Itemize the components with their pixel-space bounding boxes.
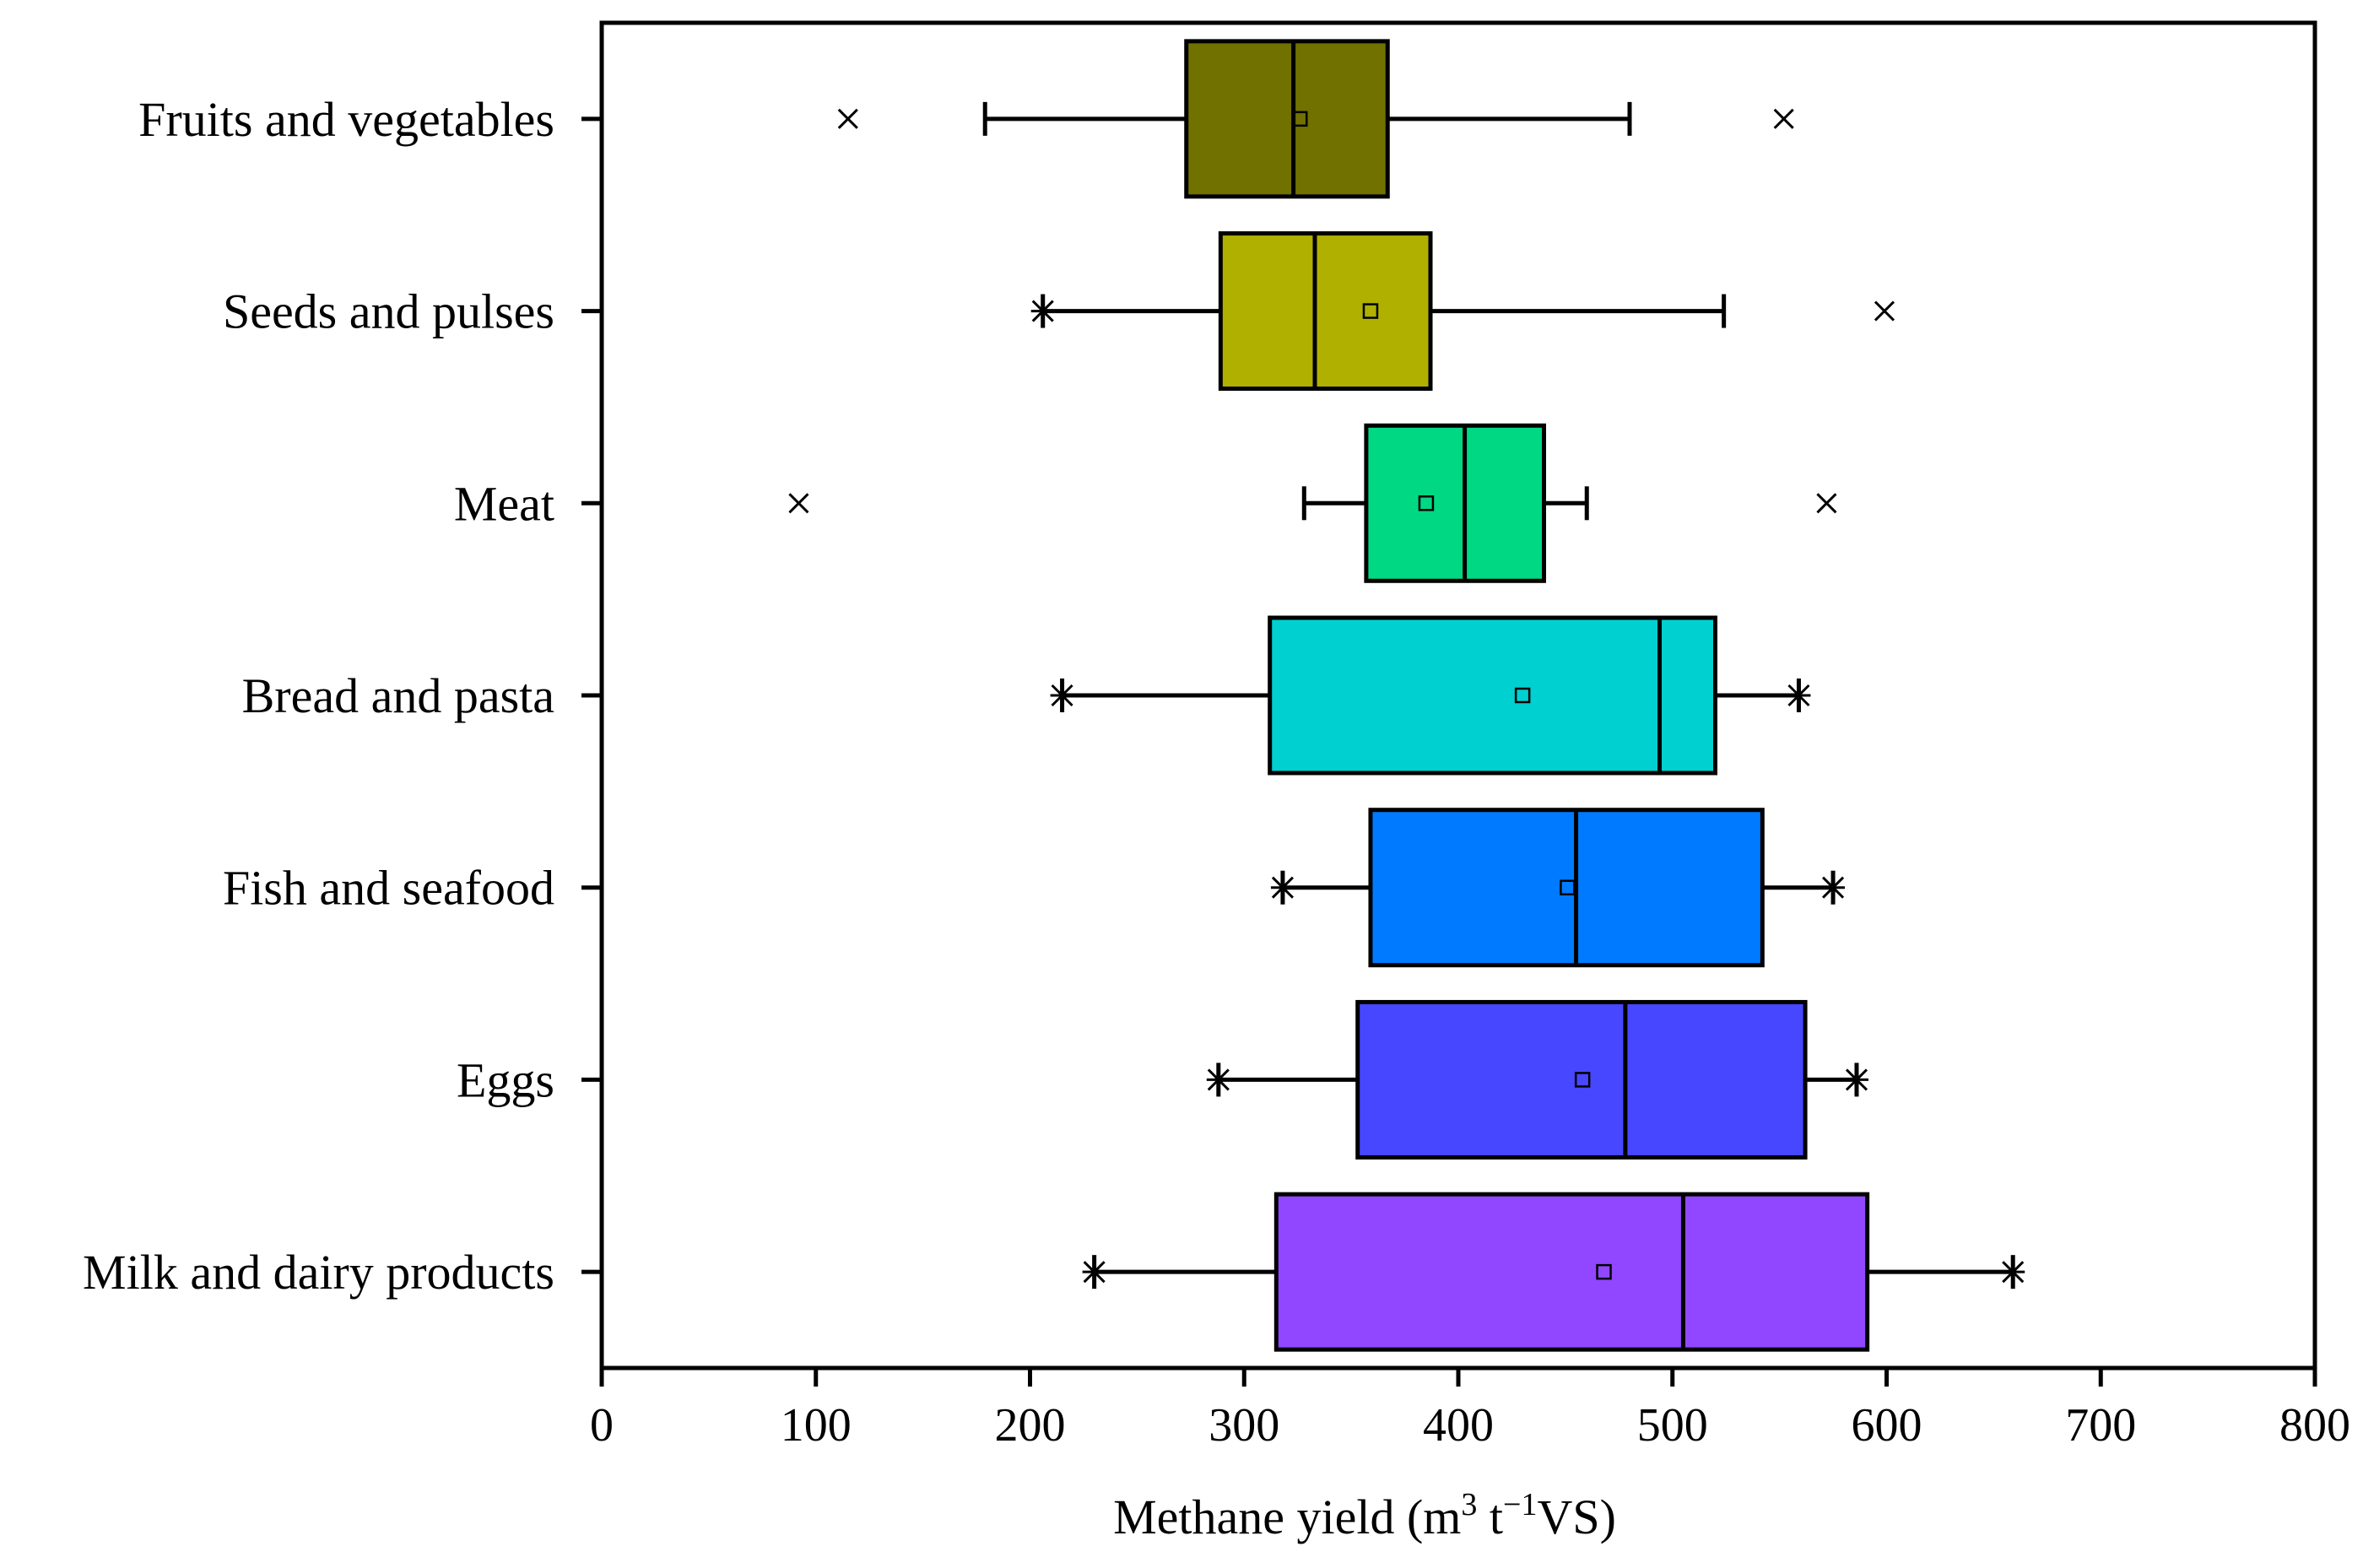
extreme-marker-stroke: [788, 493, 809, 514]
iqr-box: [1355, 999, 1808, 1160]
iqr-box: [1218, 231, 1433, 392]
y-tick-label: Milk and dairy products: [83, 1245, 554, 1300]
extreme-marker: [1816, 493, 1837, 514]
x-tick-label: 300: [1209, 1399, 1279, 1452]
outlier-marker: [1030, 299, 1055, 323]
iqr-box: [1368, 808, 1765, 968]
extreme-marker-stroke: [1816, 493, 1837, 514]
x-axis-title: Methane yield (m3 t−1VS): [1113, 1487, 1616, 1544]
iqr-box: [1364, 423, 1546, 583]
box-group: [1270, 808, 1846, 968]
x-axis: 0 100 200 300 400 500 600 700 800: [590, 1368, 2350, 1452]
box-group: [1030, 231, 1895, 392]
y-tick-label: Seeds and pulses: [223, 284, 554, 339]
extreme-marker: [1773, 108, 1794, 129]
boxes-layer: [788, 39, 2025, 1352]
mean-marker: [1596, 1263, 1612, 1280]
x-axis-title-sup2: −1: [1503, 1487, 1537, 1522]
extreme-marker-stroke: [1874, 300, 1895, 322]
x-tick-label: 0: [590, 1399, 614, 1452]
outlier-marker: [1082, 1260, 1106, 1284]
extreme-marker-stroke: [1773, 108, 1794, 129]
iqr-box: [1273, 1192, 1870, 1352]
iqr-box: [1184, 39, 1390, 199]
x-tick-label: 600: [1852, 1399, 1922, 1452]
box-group: [837, 39, 1794, 199]
y-tick-label: Bread and pasta: [242, 668, 554, 723]
y-tick-label: Eggs: [457, 1052, 554, 1107]
iqr-box: [1268, 615, 1717, 776]
x-axis-title-end: VS): [1537, 1490, 1615, 1544]
extreme-marker: [1874, 300, 1895, 322]
x-tick-label: 100: [781, 1399, 852, 1452]
outlier-marker: [1787, 684, 1811, 707]
outlier-marker: [2001, 1260, 2025, 1284]
outlier-marker: [1270, 875, 1295, 900]
outlier-marker: [1821, 875, 1846, 900]
outlier-marker: [1206, 1068, 1230, 1092]
extreme-marker: [837, 108, 858, 129]
y-axis: Fruits and vegetables Seeds and pulses Mea…: [83, 92, 602, 1300]
mean-marker: [1514, 687, 1531, 704]
y-tick-label: Fish and seafood: [223, 861, 554, 916]
x-tick-label: 400: [1423, 1399, 1494, 1452]
y-tick-label: Fruits and vegetables: [138, 92, 554, 147]
box-group: [1206, 999, 1868, 1160]
mean-marker: [1291, 111, 1308, 127]
mean-marker: [1418, 495, 1435, 511]
x-axis-title-mid: t: [1477, 1490, 1503, 1544]
mean-marker: [1560, 879, 1576, 895]
x-tick-label: 500: [1637, 1399, 1708, 1452]
box-group: [788, 423, 1837, 583]
x-tick-label: 700: [2065, 1399, 2136, 1452]
x-tick-label: 200: [995, 1399, 1066, 1452]
mean-marker: [1362, 303, 1379, 319]
x-axis-title-main: Methane yield (m: [1113, 1490, 1461, 1544]
box-group: [1082, 1192, 2025, 1352]
outlier-marker: [1844, 1068, 1868, 1092]
extreme-marker: [788, 493, 809, 514]
box-group: [1050, 615, 1811, 776]
x-axis-title-sup1: 3: [1461, 1487, 1477, 1522]
extreme-marker-stroke: [837, 108, 858, 129]
outlier-marker: [1050, 684, 1074, 707]
x-tick-label: 800: [2279, 1399, 2350, 1452]
y-tick-label: Meat: [454, 476, 554, 531]
mean-marker: [1574, 1072, 1591, 1088]
